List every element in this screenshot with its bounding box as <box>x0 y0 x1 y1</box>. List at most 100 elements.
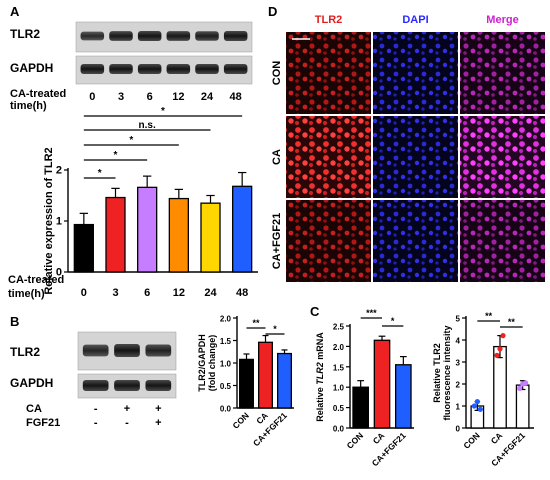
blot-band <box>114 380 140 391</box>
blot-band <box>80 31 105 41</box>
bar <box>168 197 189 273</box>
blot-b-condition-name: FGF21 <box>26 417 60 429</box>
significance-label: * <box>161 106 165 117</box>
significance-label: ** <box>252 318 260 328</box>
y-tick-label: 2 <box>456 381 461 390</box>
blot-b-condition-mark: + <box>155 417 161 429</box>
data-point <box>497 346 503 352</box>
x-tick-label: CON <box>345 430 365 450</box>
x-tick-label: 12 <box>173 287 185 299</box>
blot-band <box>166 31 191 41</box>
blot-band <box>223 64 248 74</box>
blot-band <box>114 344 140 357</box>
data-point <box>500 333 506 339</box>
blot-b-condition-mark: + <box>155 403 161 415</box>
micrograph-channel-header: DAPI <box>402 14 428 26</box>
blot-b-condition-mark: - <box>125 417 129 429</box>
blot-band <box>195 31 219 41</box>
micrograph-row-label: CA+FGF21 <box>271 213 283 270</box>
blot-band <box>82 380 109 391</box>
y-tick-label: 1.5 <box>333 363 345 372</box>
blot-a-timepoint: 12 <box>172 91 184 103</box>
blot-a-timepoint: 0 <box>89 91 95 103</box>
blot-b-condition-mark: - <box>94 403 98 415</box>
blot-a-timepoint: 48 <box>230 91 242 103</box>
significance-label: * <box>391 316 395 326</box>
y-tick-label: 1.5 <box>220 337 232 346</box>
blot-band <box>137 31 162 41</box>
micrograph-tile <box>460 116 545 198</box>
significance-label: * <box>114 150 118 161</box>
micrograph-channel-header: Merge <box>486 14 518 26</box>
blot-band <box>145 380 172 391</box>
x-tick-label: CON <box>230 410 250 430</box>
bar <box>493 345 507 429</box>
y-tick-label: 0 <box>56 267 62 279</box>
bar <box>239 358 254 409</box>
micrograph-tile <box>286 116 371 198</box>
blot-a-tlr2-bands <box>80 31 248 41</box>
chart-a-xlabel-2: time(h) <box>8 288 45 300</box>
micrograph-tile <box>373 32 458 114</box>
y-tick-label: 2.0 <box>333 343 345 352</box>
bar <box>515 384 530 429</box>
blot-band <box>80 64 105 74</box>
bar <box>395 364 412 429</box>
x-tick-label: 3 <box>112 287 118 299</box>
y-tick-label: 1 <box>456 403 461 412</box>
blot-a-timepoint: 6 <box>147 91 153 103</box>
y-tick-label: 3 <box>456 359 461 368</box>
significance-label: * <box>129 135 133 146</box>
x-tick-label: CON <box>461 430 481 450</box>
blot-band <box>195 64 219 74</box>
data-point <box>523 380 529 386</box>
micrograph-tile <box>286 32 371 114</box>
chart-a-xlabel-1: CA-treated <box>8 274 64 286</box>
y-tick-label: 1 <box>56 216 62 228</box>
y-tick-label: 4 <box>456 337 461 346</box>
panel-label-d: D <box>268 4 277 19</box>
bar <box>200 202 221 273</box>
data-point <box>474 399 480 405</box>
blot-a-timepoints: 0 3 6 12 24 48 <box>89 91 242 103</box>
blot-a-gapdh-membrane <box>75 55 253 85</box>
y-tick-label: 2.5 <box>333 323 345 332</box>
blot-band <box>109 64 133 74</box>
bar <box>105 196 126 273</box>
micrograph-tile <box>460 32 545 114</box>
bar <box>258 341 273 409</box>
blot-a-gapdh-bands <box>80 64 248 74</box>
micrograph-row-label: CA <box>271 149 283 165</box>
blot-a-label-tlr2: TLR2 <box>10 27 40 41</box>
micrograph-tile <box>286 200 371 282</box>
y-tick-label: 0.5 <box>333 404 345 413</box>
blot-a-timepoint: 3 <box>118 91 124 103</box>
micrograph-channel-header: TLR2 <box>315 14 343 26</box>
micrograph-row-label: CON <box>271 61 283 86</box>
data-point <box>494 352 500 358</box>
blot-b-label-gapdh: GAPDH <box>10 376 53 390</box>
blot-b-label-tlr2: TLR2 <box>10 345 40 359</box>
y-tick-label: 0.0 <box>220 405 232 414</box>
micrograph-tile <box>460 200 545 282</box>
blot-a-timepoint: 24 <box>201 91 214 103</box>
chart-b-ylabel: TLR2/GAPDH(fold change) <box>197 334 217 392</box>
chart-c-mrna-ylabel: Relative TLR2 mRNA <box>315 332 325 422</box>
x-tick-label: 48 <box>236 287 248 299</box>
panel-label-b: B <box>10 314 19 329</box>
y-tick-label: 1.0 <box>333 384 345 393</box>
chart-c-fluor-ylabel: Relative TLR2fluorescence intensity <box>432 325 452 420</box>
blot-band <box>223 31 248 41</box>
panel-label-a: A <box>10 4 20 19</box>
significance-label: ** <box>485 311 493 321</box>
y-tick-label: 2 <box>56 165 62 177</box>
blot-a-treatment-label-1: CA-treated <box>10 88 66 100</box>
y-tick-label: 1.0 <box>220 360 232 369</box>
y-tick-label: 0 <box>456 425 461 434</box>
micrograph-grid: TLR2 DAPI Merge CON CA CA+FGF21 <box>271 14 545 282</box>
blot-band <box>109 31 133 41</box>
x-tick-label: 24 <box>204 287 217 299</box>
y-tick-label: 0.0 <box>333 425 345 434</box>
